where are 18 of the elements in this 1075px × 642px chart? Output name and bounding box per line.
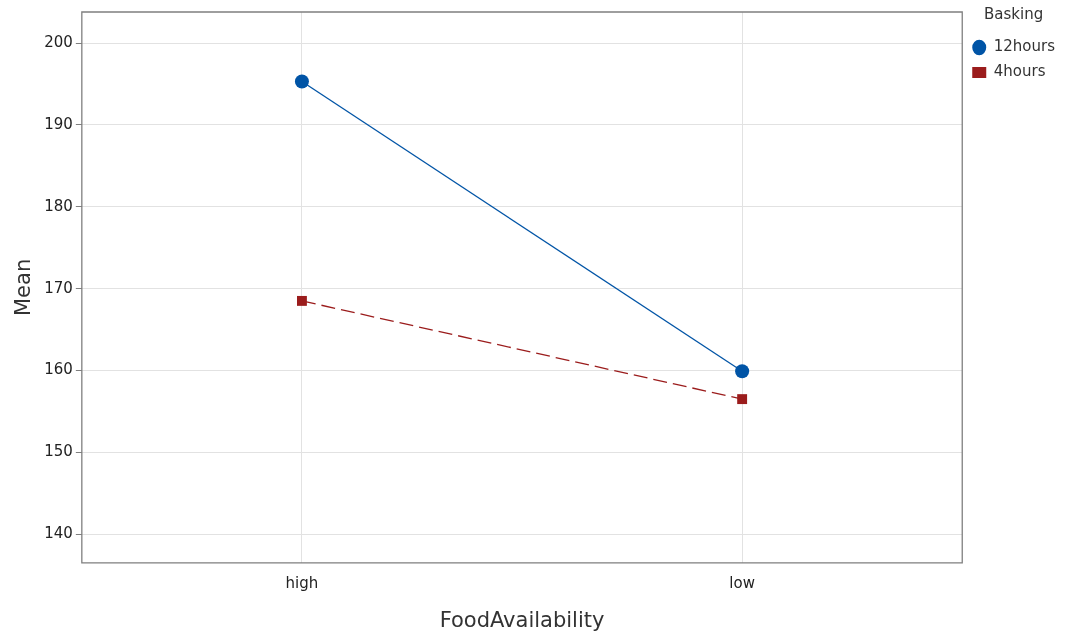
point [735,364,750,379]
y-tick-label: 200 [44,32,73,51]
y-tick-label: 140 [44,524,73,543]
y-axis-title: Mean [11,258,36,317]
point [737,394,748,405]
x-tick-label: high [285,573,319,592]
y-tick-label: 150 [44,442,73,461]
legend-label: 12hours [993,37,1056,56]
y-tick-label: 160 [44,360,73,379]
y-tick-label: 190 [44,114,73,133]
x-axis-title: FoodAvailability [439,607,605,632]
point [294,74,309,89]
point [296,295,307,306]
legend-title: Basking [984,5,1044,24]
legend-label: 4hours [993,62,1046,81]
y-tick-label: 180 [44,196,73,215]
x-tick-label: low [729,573,755,592]
y-tick-label: 170 [44,278,73,297]
